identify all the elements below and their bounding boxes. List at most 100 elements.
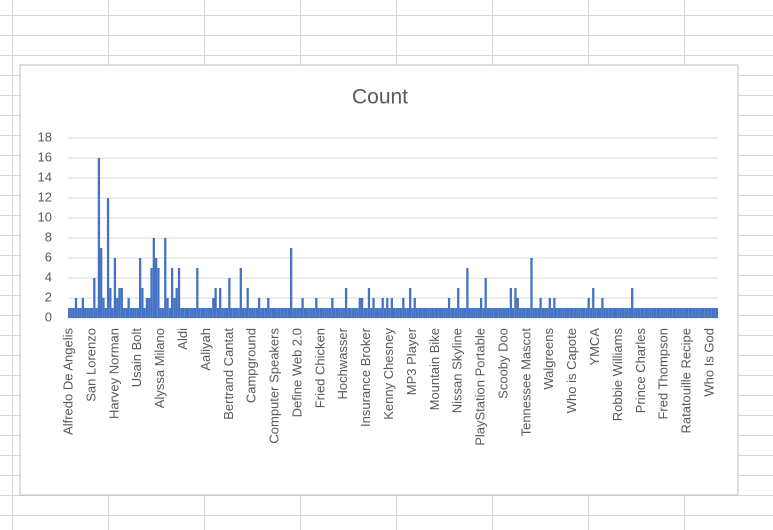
x-tick-label: Nissan Skyline <box>450 328 465 413</box>
bar <box>244 308 247 318</box>
bar <box>221 308 224 318</box>
bar <box>512 308 515 318</box>
bar <box>477 308 480 318</box>
bar <box>338 308 341 318</box>
x-tick-label: Define Web 2.0 <box>289 328 304 417</box>
bar <box>386 298 389 318</box>
bar <box>578 308 581 318</box>
bar <box>445 308 448 318</box>
chart-area[interactable] <box>19 64 739 496</box>
bar <box>164 238 167 318</box>
bar <box>415 308 419 318</box>
bar <box>269 308 272 318</box>
bar <box>642 308 645 318</box>
bar <box>248 308 252 318</box>
bar <box>431 308 435 318</box>
bar <box>530 258 533 318</box>
bar <box>340 308 343 318</box>
bar <box>598 308 602 318</box>
bar <box>573 308 577 318</box>
bar <box>292 308 295 318</box>
bar <box>656 308 659 318</box>
bar <box>495 308 499 318</box>
bar <box>159 308 162 318</box>
bar <box>191 308 194 318</box>
bar <box>395 308 398 318</box>
bar <box>514 288 517 318</box>
bar <box>402 298 405 318</box>
bar <box>484 278 487 318</box>
bar <box>150 268 153 318</box>
bar <box>173 298 176 318</box>
bar <box>676 308 680 318</box>
bar <box>489 308 492 318</box>
y-tick-label: 12 <box>38 189 52 204</box>
bar <box>695 308 698 318</box>
bar <box>612 308 616 318</box>
bar <box>356 308 359 318</box>
bar <box>223 308 226 318</box>
bar <box>491 308 494 318</box>
bar <box>267 298 270 318</box>
y-tick-label: 8 <box>45 229 52 244</box>
bar <box>418 308 421 318</box>
bar <box>122 308 126 318</box>
x-tick-label: San Lorenzo <box>83 328 98 402</box>
bar <box>594 308 597 318</box>
bar <box>466 268 469 318</box>
bar <box>507 308 510 318</box>
bar <box>390 298 393 318</box>
bar <box>376 308 380 318</box>
bar <box>88 308 91 318</box>
bar <box>72 308 75 318</box>
bar <box>104 308 107 318</box>
bar <box>422 308 426 318</box>
bar <box>177 268 181 318</box>
bar <box>566 308 570 318</box>
bar <box>628 308 632 318</box>
bar <box>138 258 142 318</box>
bar <box>129 308 133 318</box>
y-tick-label: 4 <box>45 269 52 284</box>
bar <box>127 298 130 318</box>
bar <box>537 308 540 318</box>
bar <box>681 308 684 318</box>
bar <box>170 268 174 318</box>
bar <box>283 308 286 318</box>
bar <box>328 308 332 318</box>
bar <box>232 308 236 318</box>
x-tick-label: Alyssa Milano <box>152 328 167 408</box>
bar <box>608 308 611 318</box>
bar <box>500 308 503 318</box>
bar <box>516 298 519 318</box>
bar <box>457 288 460 318</box>
bar <box>532 308 535 318</box>
bar <box>134 308 137 318</box>
bar <box>365 308 368 318</box>
bar <box>326 308 329 318</box>
x-tick-label: Scooby Doo <box>495 328 510 399</box>
bar <box>68 308 71 318</box>
bar <box>498 308 501 318</box>
bar <box>580 308 583 318</box>
bar <box>539 298 542 318</box>
bar <box>301 298 304 318</box>
bar <box>296 308 300 318</box>
bar <box>690 308 693 318</box>
bar <box>372 298 375 318</box>
bar <box>235 308 238 318</box>
bar <box>601 298 604 318</box>
bar <box>264 308 268 318</box>
bar <box>425 308 428 318</box>
bar <box>81 298 85 318</box>
bar <box>434 308 437 318</box>
bar <box>644 308 648 318</box>
bar <box>697 308 700 318</box>
x-tick-label: Mountain Bike <box>427 328 442 410</box>
bar <box>367 288 371 318</box>
bar <box>649 308 652 318</box>
bar <box>196 268 199 318</box>
bar <box>230 308 233 318</box>
bar <box>413 298 416 318</box>
bar <box>450 308 453 318</box>
